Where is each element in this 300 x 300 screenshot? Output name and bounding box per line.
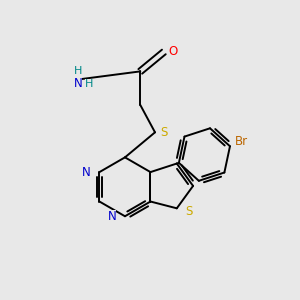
Text: H: H (74, 66, 82, 76)
Text: N: N (74, 77, 82, 90)
Text: S: S (160, 126, 167, 139)
Text: N: N (107, 210, 116, 223)
Text: Br: Br (234, 135, 248, 148)
Text: H: H (85, 79, 93, 89)
Text: O: O (168, 45, 177, 58)
Text: S: S (186, 205, 193, 218)
Text: N: N (82, 166, 91, 178)
